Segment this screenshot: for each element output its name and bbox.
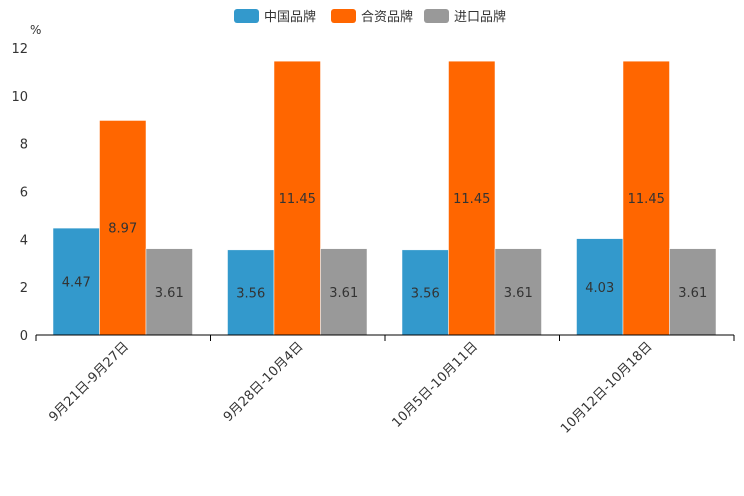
bar-value-label: 3.56 xyxy=(411,286,440,301)
bar-value-label: 4.03 xyxy=(585,281,614,296)
y-tick-label: 12 xyxy=(11,42,28,57)
bar xyxy=(273,60,321,336)
y-tick-label: 2 xyxy=(20,281,28,296)
bar-value-label: 3.61 xyxy=(504,286,533,301)
bar-value-label: 3.61 xyxy=(329,286,358,301)
y-axis-unit-label: % xyxy=(30,23,41,37)
bar xyxy=(448,60,496,336)
y-axis: 0 2 4 6 8 10 12 xyxy=(11,42,28,344)
bar-value-label: 11.45 xyxy=(453,192,490,207)
x-tick-label: 10月12日-10月18日 xyxy=(558,339,655,436)
legend-swatch-2 xyxy=(331,9,356,23)
bar xyxy=(99,120,147,336)
bar-value-label: 3.61 xyxy=(155,286,184,301)
legend-swatch-1 xyxy=(234,9,259,23)
y-tick-label: 8 xyxy=(20,138,28,153)
x-tick-label: 9月21日-9月27日 xyxy=(46,339,132,425)
bar xyxy=(320,248,368,336)
legend-label-3: 进口品牌 xyxy=(454,9,506,25)
bar-value-label: 11.45 xyxy=(628,192,665,207)
y-tick-label: 10 xyxy=(11,90,28,105)
legend-swatch-3 xyxy=(424,9,449,23)
bar-value-label: 11.45 xyxy=(279,192,316,207)
bar xyxy=(622,60,670,336)
bars: 4.47 8.97 3.61 3.56 11.45 3.61 3.56 11.45 3.61 4.… xyxy=(52,60,717,336)
bar xyxy=(576,238,624,336)
bar-value-label: 4.47 xyxy=(62,276,91,291)
x-tick-label: 9月28日-10月4日 xyxy=(221,339,307,425)
bar xyxy=(669,248,717,336)
bar-value-label: 3.56 xyxy=(236,286,265,301)
legend-label-1: 中国品牌 xyxy=(264,9,316,25)
bar xyxy=(52,227,100,336)
legend-label-2: 合资品牌 xyxy=(361,9,413,25)
x-axis: 9月21日-9月27日 9月28日-10月4日 10月5日-10月11日 10月12日… xyxy=(35,334,735,437)
x-tick-label: 10月5日-10月11日 xyxy=(389,339,481,431)
bar-value-label: 3.61 xyxy=(678,286,707,301)
bar xyxy=(227,249,275,336)
y-tick-label: 6 xyxy=(20,186,28,201)
legend: 中国品牌 合资品牌 进口品牌 xyxy=(234,9,506,25)
y-tick-label: 0 xyxy=(20,329,28,344)
bar-value-label: 8.97 xyxy=(108,222,137,237)
y-tick-label: 4 xyxy=(20,233,28,248)
bar xyxy=(145,248,193,336)
